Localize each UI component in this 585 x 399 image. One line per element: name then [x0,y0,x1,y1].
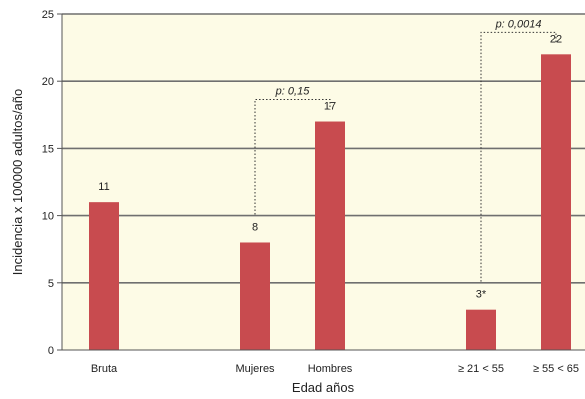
bar [89,202,119,350]
comparison-annotations: p: 0,15 p: 0,0014 [254,18,557,282]
category-label: ≥ 21 < 55 [458,363,504,375]
comparison-bracket [480,31,557,282]
bar [541,54,571,350]
bar [466,309,496,350]
category-label: Mujeres [235,363,275,375]
y-axis-ticks: 0 5 10 15 20 25 [42,9,62,357]
p-value-label: p: 0,15 [275,86,311,98]
category-label: Hombres [308,363,353,375]
y-tick-label: 25 [42,9,54,21]
y-tick-label: 0 [48,345,54,357]
comparison-bracket [254,99,331,215]
y-tick-label: 5 [48,278,54,290]
x-axis-label: Edad años [292,380,355,395]
category-label: Bruta [91,363,118,375]
y-tick-label: 10 [42,211,54,223]
bars [89,54,571,351]
bar-value-label: 8 [252,221,258,233]
y-tick-label: 20 [42,76,54,88]
bar [240,242,270,350]
bar [315,121,345,351]
p-value-label: p: 0,0014 [495,18,542,30]
bar-value-label: 11 [98,181,109,193]
bar-value-label: 3* [476,289,487,301]
category-label: ≥ 55 < 65 [533,363,579,375]
y-tick-label: 15 [42,143,54,155]
category-labels: Bruta Mujeres Hombres ≥ 21 < 55 ≥ 55 < 65 [91,363,579,375]
y-axis-label: Incidencia x 100000 adultos/año [10,89,25,275]
bar-value-label: 22 [550,33,562,45]
